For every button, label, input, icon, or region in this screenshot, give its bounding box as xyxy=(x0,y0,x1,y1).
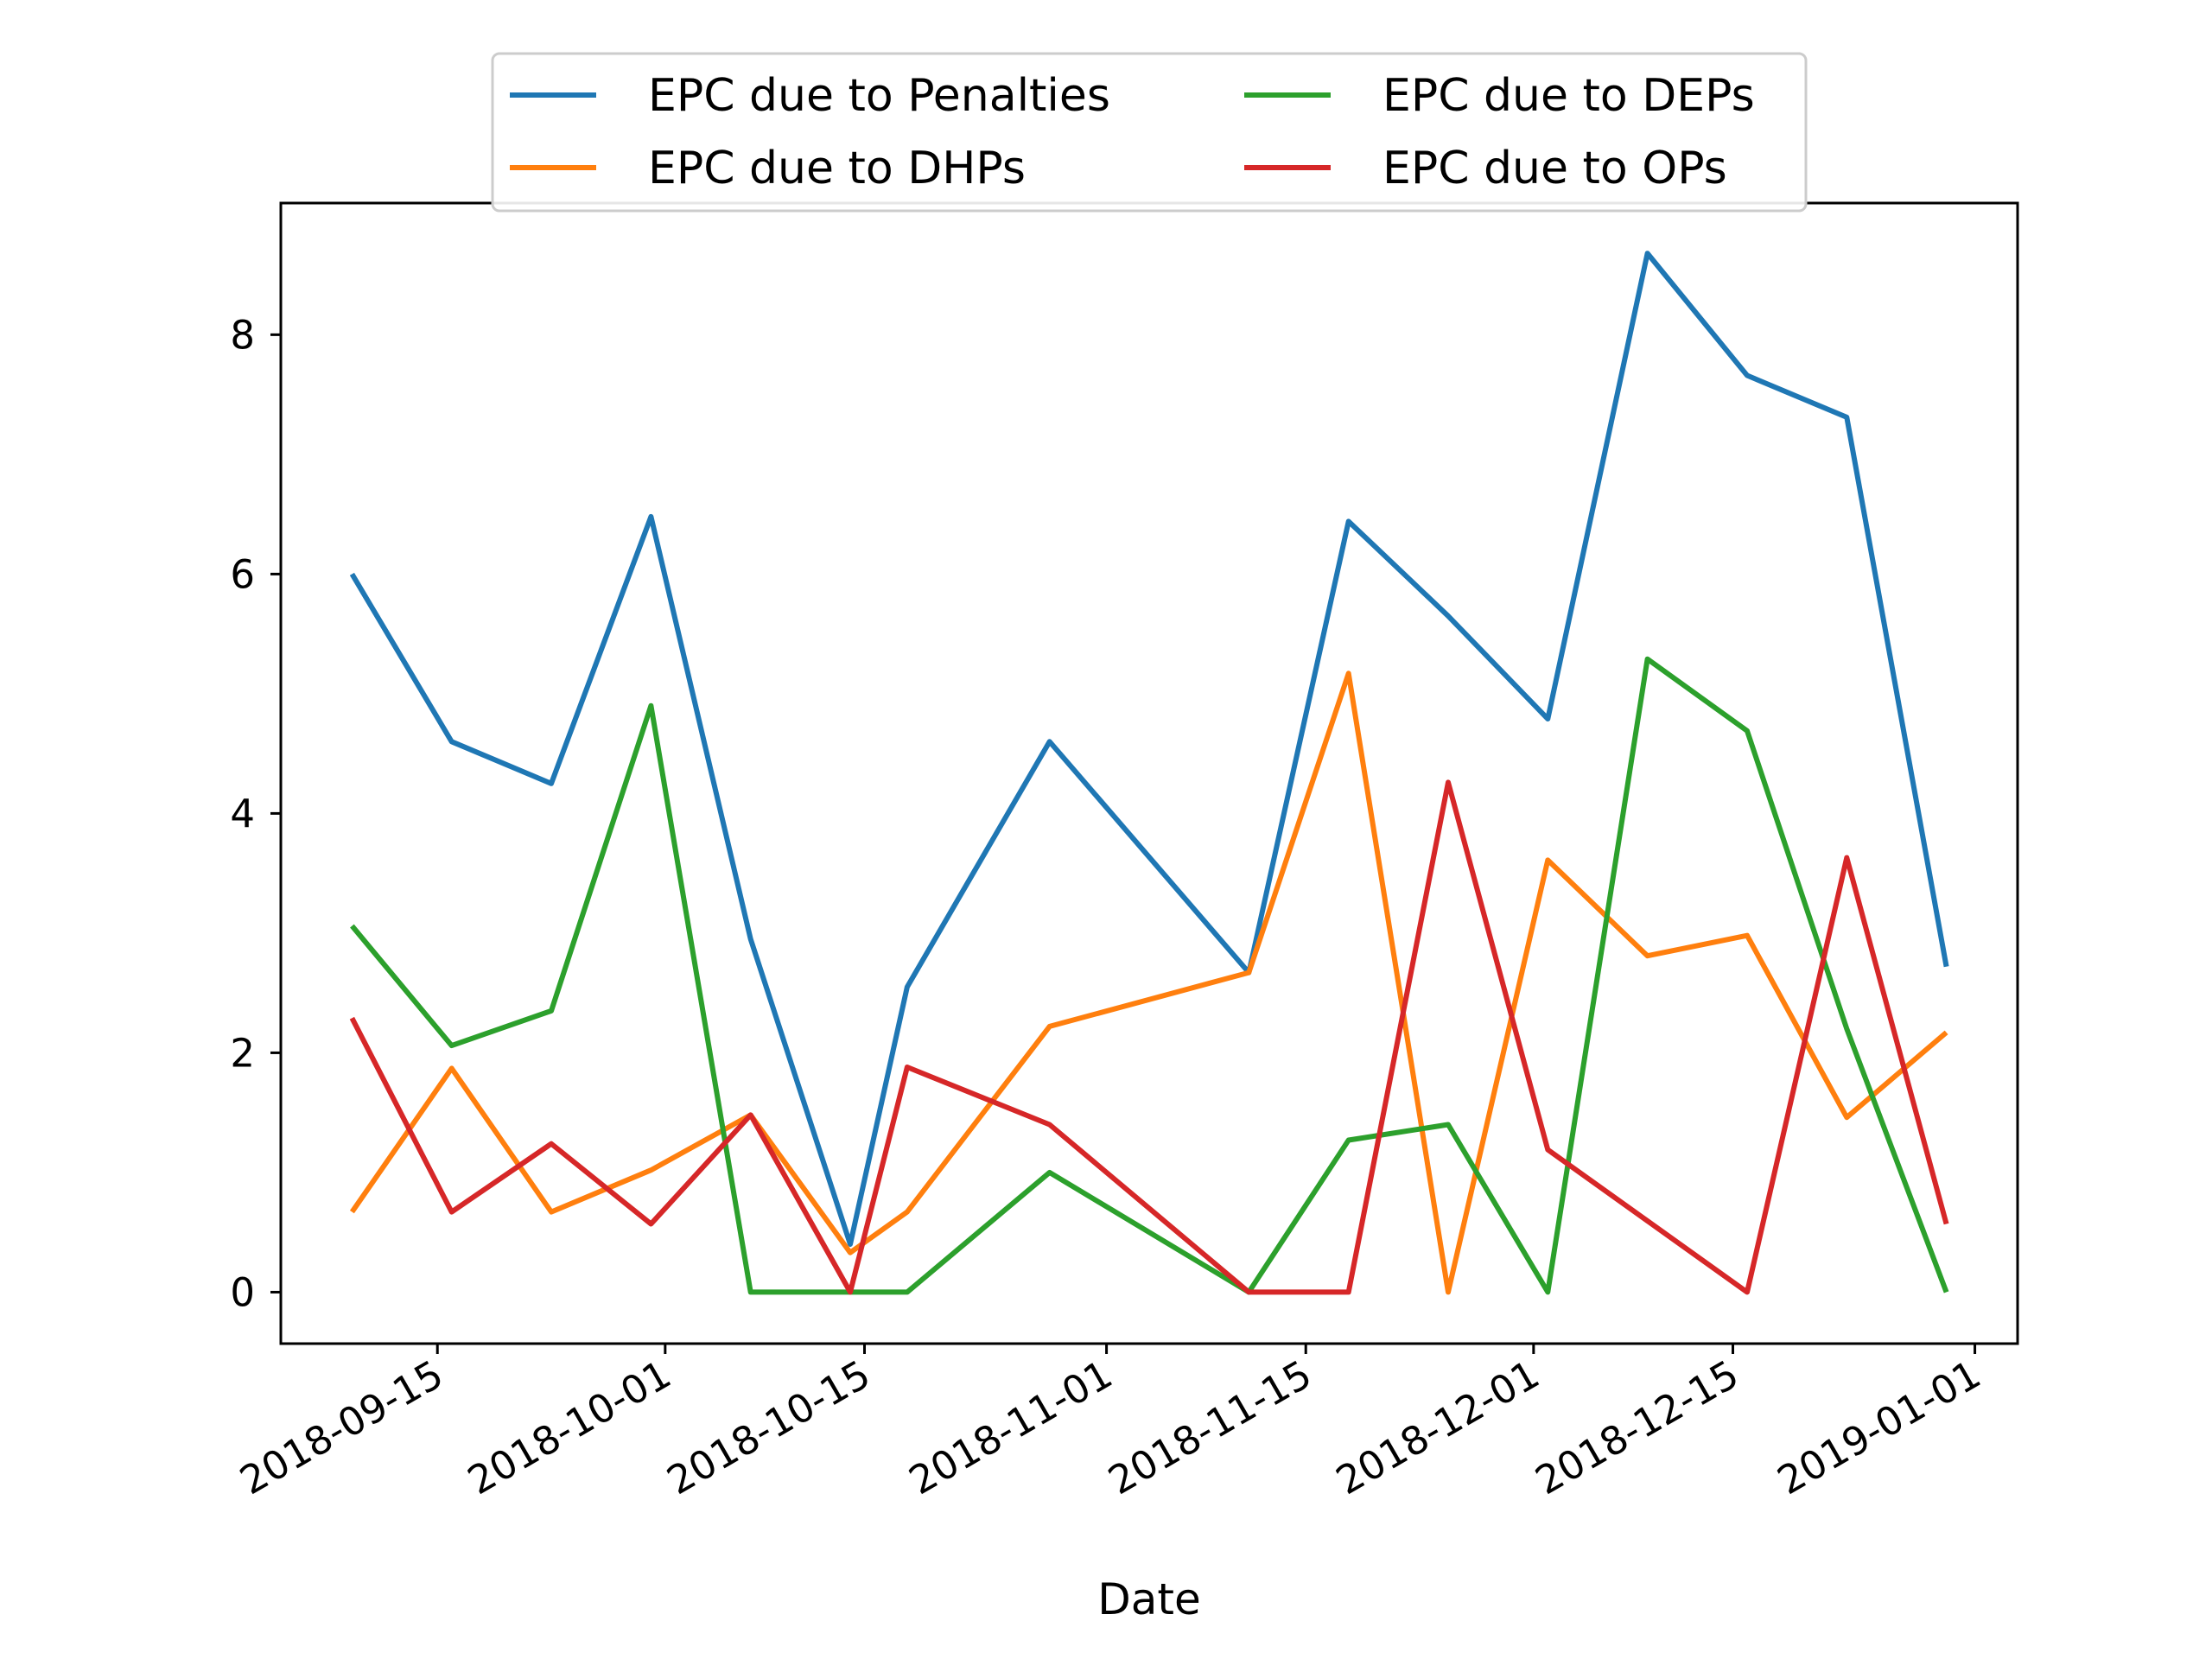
series-line-4 xyxy=(349,779,1949,1295)
y-tick-label: 6 xyxy=(230,551,255,597)
legend-label: EPC due to DEPs xyxy=(1382,70,1755,122)
series-line-1 xyxy=(349,251,1949,1247)
plot-area xyxy=(349,251,1949,1295)
y-tick-label: 4 xyxy=(230,791,255,836)
legend-label: EPC due to DHPs xyxy=(648,143,1026,194)
x-axis-label: Date xyxy=(1097,1574,1201,1624)
y-tick-label: 2 xyxy=(230,1030,255,1076)
legend: EPC due to Penalties EPC due to DHPs EPC d… xyxy=(491,52,1808,213)
y-tick-label: 0 xyxy=(230,1269,255,1315)
legend-label: EPC due to OPs xyxy=(1382,143,1727,194)
series-line-2 xyxy=(349,671,1948,1295)
series-line-3 xyxy=(350,656,1949,1295)
y-tick-label: 8 xyxy=(230,312,255,358)
legend-box xyxy=(491,52,1808,213)
legend-label: EPC due to Penalties xyxy=(648,70,1110,122)
